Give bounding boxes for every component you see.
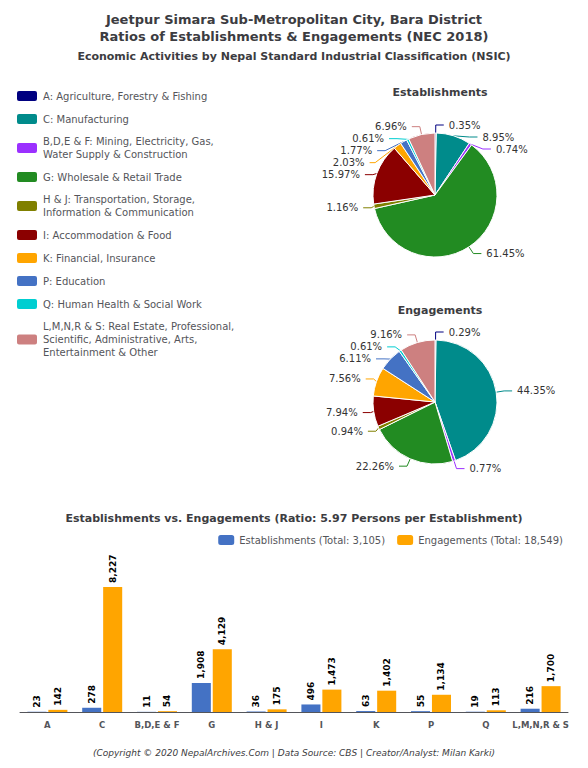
svg-text:Scientific, Administrative, Ar: Scientific, Administrative, Arts, (43, 334, 197, 345)
svg-text:Establishments (Total: 3,105): Establishments (Total: 3,105) (239, 535, 385, 546)
svg-text:11: 11 (142, 695, 152, 708)
svg-text:0.94%: 0.94% (331, 426, 363, 437)
svg-text:175: 175 (272, 687, 282, 706)
svg-text:0.29%: 0.29% (449, 327, 481, 338)
svg-text:36: 36 (251, 695, 261, 708)
svg-text:P: P (428, 720, 434, 730)
svg-text:4,129: 4,129 (217, 617, 227, 645)
svg-text:Entertainment & Other: Entertainment & Other (43, 347, 159, 358)
svg-text:B,D,E & F: B,D,E & F (135, 720, 180, 730)
svg-text:1.16%: 1.16% (326, 202, 358, 213)
svg-text:6.11%: 6.11% (339, 353, 371, 364)
svg-text:278: 278 (87, 685, 97, 704)
svg-text:Economic Activities by Nepal S: Economic Activities by Nepal Standard In… (77, 50, 510, 63)
svg-text:1,402: 1,402 (382, 658, 392, 686)
svg-text:Water Supply & Construction: Water Supply & Construction (43, 149, 188, 160)
svg-text:I: I (320, 720, 323, 730)
svg-text:142: 142 (53, 687, 63, 706)
svg-text:216: 216 (525, 686, 535, 705)
svg-text:2.03%: 2.03% (333, 157, 365, 168)
svg-text:113: 113 (491, 687, 501, 706)
svg-text:L,M,N,R & S: Real Estate, Prof: L,M,N,R & S: Real Estate, Professional, (43, 321, 234, 332)
svg-text:1,134: 1,134 (436, 662, 446, 690)
svg-text:7.56%: 7.56% (329, 373, 361, 384)
svg-text:Q: Human Health & Social Work: Q: Human Health & Social Work (43, 299, 202, 310)
svg-text:8.95%: 8.95% (482, 132, 514, 143)
svg-text:22.26%: 22.26% (356, 461, 394, 472)
svg-text:Jeetpur Simara Sub-Metropolita: Jeetpur Simara Sub-Metropolitan City, Ba… (105, 12, 482, 27)
svg-text:Establishments vs. Engagements: Establishments vs. Engagements (Ratio: 5… (65, 512, 522, 525)
svg-text:Q: Q (482, 720, 489, 730)
svg-text:P: Education: P: Education (43, 276, 105, 287)
svg-text:K: K (373, 720, 380, 730)
svg-text:Engagements (Total: 18,549): Engagements (Total: 18,549) (418, 535, 563, 546)
svg-text:Ratios of Establishments & Eng: Ratios of Establishments & Engagements (… (100, 29, 489, 44)
svg-text:496: 496 (306, 682, 316, 701)
svg-text:44.35%: 44.35% (517, 385, 555, 396)
svg-text:9.16%: 9.16% (370, 329, 402, 340)
svg-text:61.45%: 61.45% (486, 248, 524, 259)
svg-text:7.94%: 7.94% (326, 407, 358, 418)
svg-text:Establishments: Establishments (392, 86, 488, 99)
svg-text:L,M,N,R & S: L,M,N,R & S (512, 720, 569, 730)
svg-text:0.61%: 0.61% (352, 133, 384, 144)
svg-text:55: 55 (416, 695, 426, 708)
svg-text:Engagements: Engagements (398, 304, 483, 317)
svg-text:A: Agriculture, Forestry & Fis: A: Agriculture, Forestry & Fishing (43, 91, 207, 102)
svg-text:1,908: 1,908 (196, 651, 206, 679)
svg-text:Information & Communication: Information & Communication (43, 207, 194, 218)
svg-text:C: C (99, 720, 105, 730)
svg-text:1.77%: 1.77% (340, 145, 372, 156)
svg-text:B,D,E & F: Mining, Electricity: B,D,E & F: Mining, Electricity, Gas, (43, 136, 214, 147)
svg-text:8,227: 8,227 (108, 554, 118, 582)
svg-text:I: Accommodation & Food: I: Accommodation & Food (43, 230, 172, 241)
svg-text:63: 63 (361, 695, 371, 708)
svg-text:1,700: 1,700 (546, 654, 556, 682)
svg-text:54: 54 (162, 695, 172, 708)
svg-text:H & J: H & J (255, 720, 279, 730)
svg-text:0.35%: 0.35% (449, 120, 481, 131)
svg-text:19: 19 (470, 695, 480, 708)
svg-text:G: G (208, 720, 215, 730)
svg-text:6.96%: 6.96% (375, 121, 407, 132)
svg-text:G: Wholesale & Retail Trade: G: Wholesale & Retail Trade (43, 172, 182, 183)
svg-text:0.61%: 0.61% (350, 341, 382, 352)
svg-text:A: A (44, 720, 51, 730)
svg-text:0.74%: 0.74% (496, 144, 528, 155)
svg-text:H & J: Transportation, Storage: H & J: Transportation, Storage, (43, 194, 195, 205)
svg-text:C: Manufacturing: C: Manufacturing (43, 114, 129, 125)
svg-text:(Copyright © 2020 NepalArchive: (Copyright © 2020 NepalArchives.Com | Da… (93, 748, 495, 758)
svg-text:15.97%: 15.97% (322, 169, 360, 180)
svg-text:0.77%: 0.77% (470, 463, 502, 474)
svg-text:1,473: 1,473 (327, 657, 337, 685)
svg-text:K: Financial, Insurance: K: Financial, Insurance (43, 253, 155, 264)
svg-text:23: 23 (32, 695, 42, 708)
